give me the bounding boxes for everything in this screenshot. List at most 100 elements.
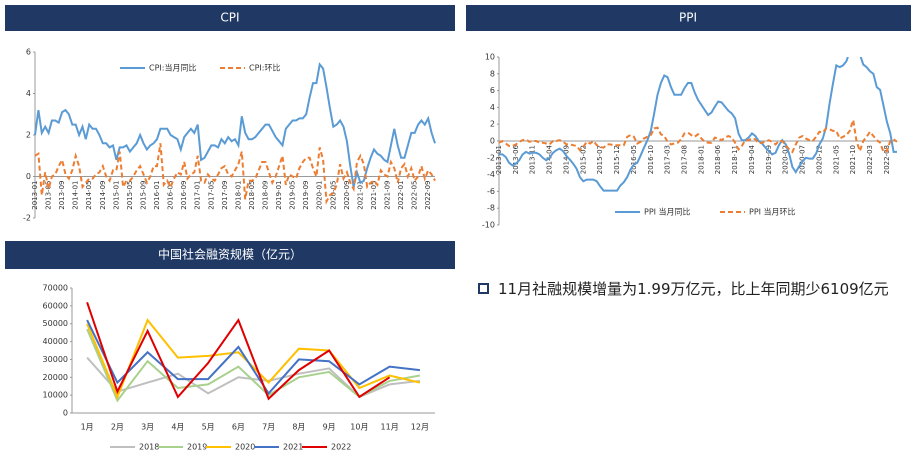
- x-tick-label: 3月: [141, 423, 154, 432]
- y-tick-label: 0: [63, 409, 68, 418]
- y-tick-label: -10: [482, 221, 495, 230]
- x-tick-label: 2020-01: [316, 181, 324, 210]
- y-tick-label: 0: [490, 137, 495, 146]
- y-tick-label: -2: [23, 214, 31, 223]
- series-line: [499, 57, 897, 192]
- x-tick-label: 2015-05: [126, 181, 134, 210]
- x-tick-label: 9月: [323, 423, 336, 432]
- x-tick-label: 2013-01: [495, 145, 503, 174]
- legend-label: PPI 当月环比: [749, 207, 796, 217]
- y-tick-label: 40000: [43, 337, 68, 346]
- x-tick-label: 2022-03: [866, 145, 874, 174]
- x-tick-label: 2013-11: [529, 145, 537, 174]
- x-tick-label: 11月: [381, 423, 399, 432]
- x-tick-label: 2018-01: [697, 145, 705, 174]
- x-tick-label: 2016-10: [647, 145, 655, 174]
- x-tick-label: 8月: [292, 423, 305, 432]
- legend-label: 2022: [331, 443, 351, 452]
- x-tick-label: 2020-09: [343, 181, 351, 210]
- x-tick-label: 2017-03: [664, 145, 672, 174]
- y-tick-label: 20000: [43, 373, 68, 382]
- y-tick-label: 6: [26, 48, 31, 57]
- y-tick-label: 10000: [43, 391, 68, 400]
- series-line: [86, 319, 421, 396]
- x-tick-label: 2021-10: [849, 145, 857, 174]
- x-tick-label: 5月: [202, 423, 215, 432]
- x-tick-label: 2013-09: [58, 181, 66, 210]
- x-tick-label: 2016-01: [153, 181, 161, 210]
- x-tick-label: 2013-05: [45, 181, 53, 210]
- x-tick-label: 2013-06: [512, 144, 520, 174]
- x-tick-label: 2019-09: [302, 181, 310, 210]
- y-tick-label: 0: [26, 172, 31, 181]
- chart-title: PPI: [679, 11, 697, 25]
- x-tick-label: 1月: [81, 423, 94, 432]
- x-tick-label: 2016-05: [630, 145, 638, 174]
- x-tick-label: 2016-05: [167, 181, 175, 210]
- title-bar: [5, 5, 455, 31]
- y-tick-label: 6: [490, 86, 495, 95]
- chart-title: CPI: [220, 11, 239, 25]
- bullet-text: 11月社融规模增量为1.99万亿元，比上年同期少6109亿元: [498, 280, 889, 298]
- x-tick-label: 2014-09: [562, 145, 570, 174]
- x-tick-label: 2018-09: [262, 181, 270, 210]
- y-tick-label: 4: [26, 89, 31, 98]
- y-tick-label: 2: [26, 131, 31, 140]
- y-tick-label: 4: [490, 103, 495, 112]
- x-tick-label: 2017-05: [207, 181, 215, 210]
- x-tick-label: 2022-01: [397, 181, 405, 210]
- title-bar: [466, 5, 911, 31]
- x-tick-label: 4月: [171, 423, 184, 432]
- y-tick-label: -4: [487, 170, 495, 179]
- legend-label: 2021: [283, 443, 303, 452]
- x-tick-label: 2016-09: [180, 181, 188, 210]
- x-tick-label: 2020-07: [799, 145, 807, 174]
- x-tick-label: 2018-11: [731, 145, 739, 174]
- x-tick-label: 2020-05: [329, 181, 337, 210]
- x-tick-label: 12月: [411, 423, 429, 432]
- x-tick-label: 2015-12: [613, 145, 621, 174]
- x-tick-label: 2019-09: [765, 145, 773, 174]
- x-tick-label: 2017-08: [681, 145, 689, 174]
- y-tick-label: -2: [487, 153, 495, 162]
- x-tick-label: 2019-04: [748, 144, 756, 174]
- x-tick-label: 2022-09: [424, 181, 432, 210]
- bullet-icon: [478, 283, 489, 294]
- y-tick-label: 2: [490, 120, 495, 129]
- series-line: [86, 318, 421, 400]
- y-tick-label: 50000: [43, 319, 68, 328]
- bullet-box: 11月社融规模增量为1.99万亿元，比上年同期少6109亿元: [498, 280, 889, 298]
- y-tick-label: 30000: [43, 355, 68, 364]
- x-tick-label: 10月: [350, 423, 368, 432]
- x-tick-label: 2021-09: [384, 181, 392, 210]
- x-tick-label: 2018-05: [248, 181, 256, 210]
- series-line: [34, 62, 436, 188]
- series-line: [86, 301, 391, 401]
- x-tick-label: 2月: [111, 423, 124, 432]
- x-tick-label: 2014-09: [99, 181, 107, 210]
- y-tick-label: 8: [490, 69, 495, 78]
- x-tick-label: 2021-05: [370, 181, 378, 210]
- x-tick-label: 2015-09: [139, 181, 147, 210]
- series-line: [499, 119, 898, 155]
- legend-label: 2018: [139, 443, 159, 452]
- x-tick-label: 2019-01: [275, 181, 283, 210]
- legend-label: CPI:当月同比: [149, 63, 196, 73]
- x-tick-label: 2014-01: [72, 181, 80, 210]
- x-tick-label: 2013-01: [31, 181, 39, 210]
- legend-label: PPI 当月同比: [644, 207, 691, 217]
- legend-label: CPI:环比: [249, 63, 280, 73]
- x-tick-label: 2015-02: [579, 145, 587, 174]
- y-tick-label: -6: [487, 187, 495, 196]
- x-tick-label: 2015-07: [596, 145, 604, 174]
- y-tick-label: 60000: [43, 301, 68, 310]
- x-tick-label: 2014-04: [546, 144, 554, 174]
- x-tick-label: 2018-06: [714, 144, 722, 174]
- y-tick-label: -8: [487, 204, 495, 213]
- x-tick-label: 2014-05: [85, 181, 93, 210]
- title-bar: [5, 241, 455, 269]
- x-tick-label: 6月: [232, 423, 245, 432]
- x-tick-label: 2020-12: [815, 145, 823, 174]
- x-tick-label: 2015-01: [112, 181, 120, 210]
